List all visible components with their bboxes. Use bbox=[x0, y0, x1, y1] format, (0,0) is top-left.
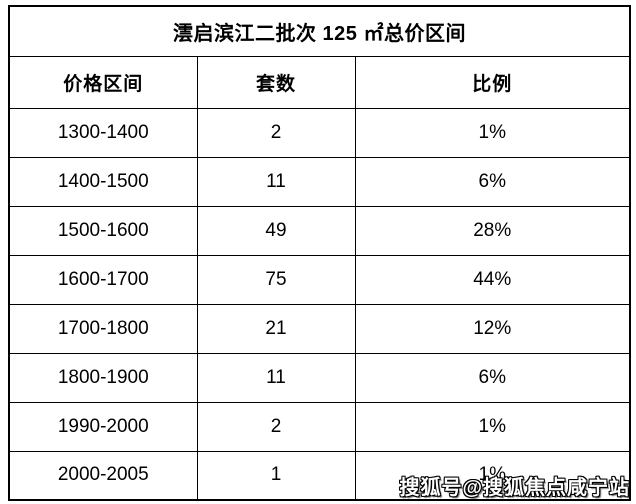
price-range-cell: 1990-2000 bbox=[8, 401, 198, 452]
price-range-cell: 1500-1600 bbox=[8, 205, 198, 256]
table-row: 2000-2005 1 1% bbox=[8, 450, 631, 501]
ratio-cell: 1% bbox=[354, 401, 631, 452]
table-header-row: 价格区间 套数 比例 bbox=[8, 55, 631, 109]
sohu-watermark: 搜狐号@搜狐焦点咸宁站 bbox=[399, 477, 630, 499]
price-range-cell: 1300-1400 bbox=[8, 107, 198, 158]
table-row: 1800-1900 11 6% bbox=[8, 352, 631, 403]
ratio-cell: 1% bbox=[354, 107, 631, 158]
units-cell: 21 bbox=[196, 303, 356, 354]
table-body: 1300-1400 2 1% 1400-1500 11 6% 1500-1600… bbox=[8, 107, 631, 501]
ratio-cell: 28% bbox=[354, 205, 631, 256]
price-range-cell: 1400-1500 bbox=[8, 156, 198, 207]
price-range-cell: 1800-1900 bbox=[8, 352, 198, 403]
units-cell: 1 bbox=[196, 450, 356, 501]
ratio-cell: 1% bbox=[354, 450, 631, 501]
table-row: 1600-1700 75 44% bbox=[8, 254, 631, 305]
price-range-cell: 1700-1800 bbox=[8, 303, 198, 354]
units-cell: 2 bbox=[196, 401, 356, 452]
units-cell: 49 bbox=[196, 205, 356, 256]
table-row: 1500-1600 49 28% bbox=[8, 205, 631, 256]
units-cell: 75 bbox=[196, 254, 356, 305]
ratio-cell: 44% bbox=[354, 254, 631, 305]
price-range-table: 澐启滨江二批次 125 ㎡总价区间 价格区间 套数 比例 1300-1400 2… bbox=[8, 5, 631, 501]
ratio-cell: 6% bbox=[354, 156, 631, 207]
ratio-cell: 12% bbox=[354, 303, 631, 354]
units-cell: 11 bbox=[196, 352, 356, 403]
price-range-cell: 2000-2005 bbox=[8, 450, 198, 501]
column-header-price-range: 价格区间 bbox=[8, 55, 198, 109]
column-header-ratio: 比例 bbox=[354, 55, 631, 109]
units-cell: 11 bbox=[196, 156, 356, 207]
table-title-row: 澐启滨江二批次 125 ㎡总价区间 bbox=[8, 5, 631, 57]
table-row: 1990-2000 2 1% bbox=[8, 401, 631, 452]
units-cell: 2 bbox=[196, 107, 356, 158]
price-range-cell: 1600-1700 bbox=[8, 254, 198, 305]
ratio-cell: 6% bbox=[354, 352, 631, 403]
column-header-units: 套数 bbox=[196, 55, 356, 109]
table-row: 1400-1500 11 6% bbox=[8, 156, 631, 207]
table-row: 1300-1400 2 1% bbox=[8, 107, 631, 158]
table-title: 澐启滨江二批次 125 ㎡总价区间 bbox=[8, 5, 631, 57]
table-row: 1700-1800 21 12% bbox=[8, 303, 631, 354]
